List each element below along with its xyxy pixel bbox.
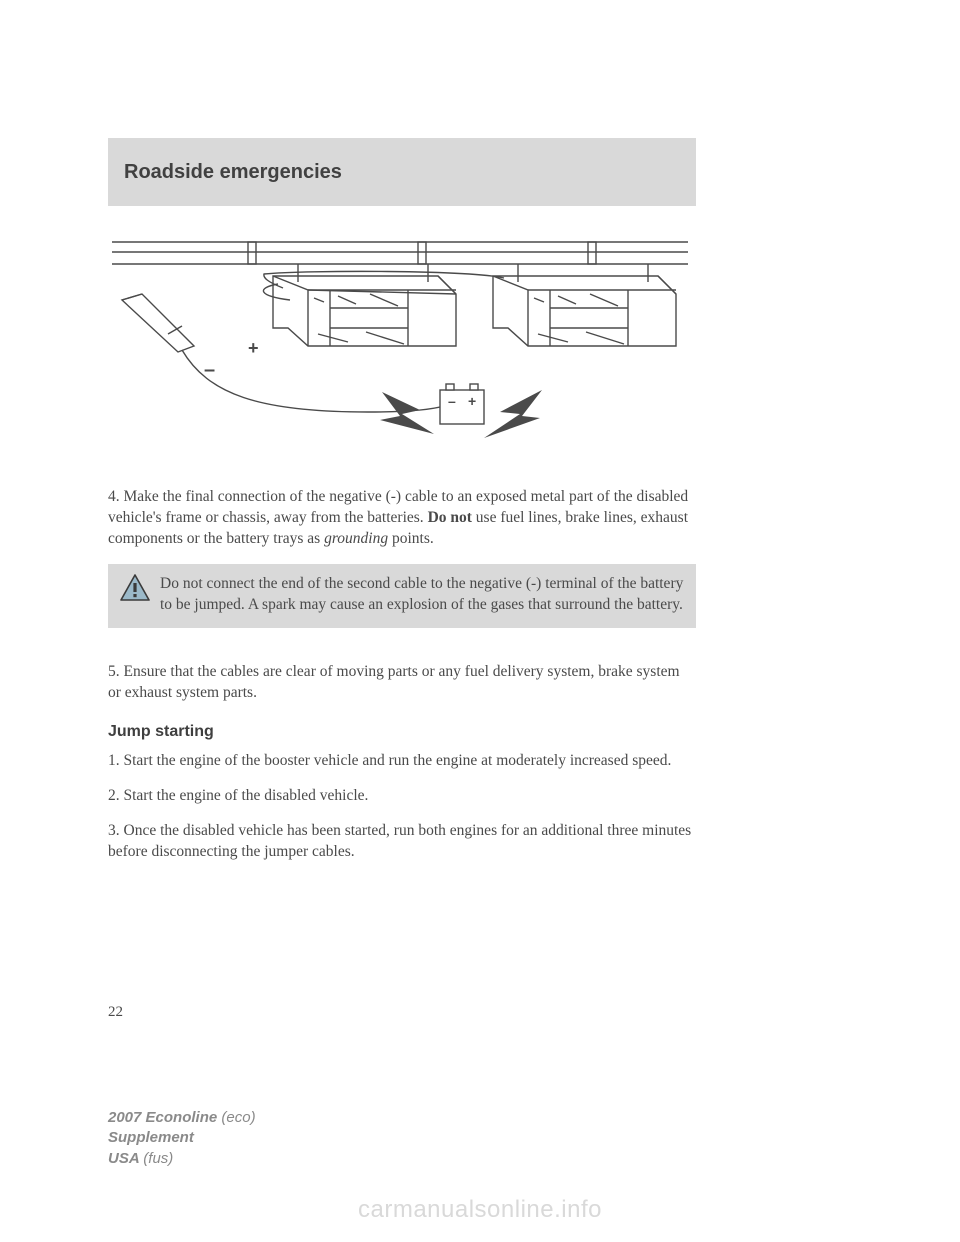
manual-page: Roadside emergencies xyxy=(0,0,960,1242)
jump-starting-heading: Jump starting xyxy=(108,723,696,741)
step-4-text: 4. Make the final connection of the nega… xyxy=(108,487,696,550)
jump-step-3: 3. Once the disabled vehicle has been st… xyxy=(108,821,696,863)
step4-part-c: points. xyxy=(388,530,434,547)
footer-line-2: Supplement xyxy=(108,1128,256,1148)
page-number: 22 xyxy=(108,1004,123,1021)
step4-italic: grounding xyxy=(324,530,388,547)
footer-model: 2007 Econoline xyxy=(108,1109,221,1126)
footer-model-code: (eco) xyxy=(221,1109,255,1126)
section-title: Roadside emergencies xyxy=(124,161,342,184)
jump-step-1: 1. Start the engine of the booster vehic… xyxy=(108,751,696,772)
battery-minus-label: – xyxy=(448,393,456,409)
footer-region-code: (fus) xyxy=(143,1150,173,1167)
footer-block: 2007 Econoline (eco) Supplement USA (fus… xyxy=(108,1108,256,1169)
warning-callout: Do not connect the end of the second cab… xyxy=(108,564,696,628)
section-header: Roadside emergencies xyxy=(108,138,696,206)
footer-line-1: 2007 Econoline (eco) xyxy=(108,1108,256,1128)
footer-line-3: USA (fus) xyxy=(108,1149,256,1169)
warning-text: Do not connect the end of the second cab… xyxy=(160,574,684,616)
page-content: + – – + 4. Make the final connection of … xyxy=(108,234,696,877)
watermark-text: carmanualsonline.info xyxy=(0,1196,960,1224)
jump-start-diagram: + – – + xyxy=(108,234,696,454)
jump-step-2: 2. Start the engine of the disabled vehi… xyxy=(108,786,696,807)
battery-plus-label: + xyxy=(468,393,476,409)
step4-bold: Do not xyxy=(428,509,472,526)
footer-supplement: Supplement xyxy=(108,1129,194,1146)
plus-label: + xyxy=(248,338,259,358)
minus-label: – xyxy=(204,359,215,381)
footer-region: USA xyxy=(108,1150,143,1167)
step-5-text: 5. Ensure that the cables are clear of m… xyxy=(108,662,696,704)
warning-triangle-icon xyxy=(120,574,150,602)
